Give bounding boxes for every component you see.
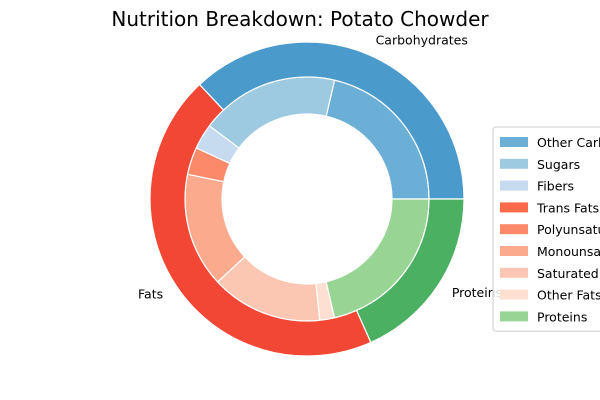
legend-label-saturated-fats: Saturated Fats [537,266,600,281]
legend-label-fibers: Fibers [537,179,574,194]
chart-title: Nutrition Breakdown: Potato Chowder [111,7,489,31]
legend-label-sugars: Sugars [537,157,580,172]
legend-swatch-sugars [500,158,528,169]
legend-label-proteins: Proteins [537,309,587,324]
legend-swatch-other-fats [500,289,528,300]
outer-label-carbohydrates: Carbohydrates [376,33,468,48]
legend-label-polyunsaturated-fats: Polyunsaturated Fats [537,222,600,237]
legend-swatch-fibers [500,180,528,191]
legend: Other Carbohydrates Sugars Fibers Trans Fat… [492,126,600,332]
legend-label-other-carbohydrates: Other Carbohydrates [537,135,600,150]
outer-slice-fats [149,83,372,357]
outer-labels: Carbohydrates Fats Proteins [138,33,502,302]
legend-swatch-saturated-fats [500,267,528,278]
legend-label-monounsaturated-fats: Monounsaturated Fats [537,244,600,259]
outer-slice-proteins [355,198,465,344]
inner-ring [184,76,430,322]
outer-ring [149,41,465,357]
outer-label-proteins: Proteins [452,285,502,300]
legend-swatch-trans-fats [500,202,528,213]
legend-swatch-other-carbohydrates [500,137,528,147]
outer-label-fats: Fats [138,287,163,302]
legend-label-trans-fats: Trans Fats [536,200,599,215]
legend-swatch-polyunsaturated-fats [500,224,528,235]
legend-swatch-proteins [500,311,528,322]
legend-swatch-monounsaturated-fats [500,246,528,256]
legend-frame [492,126,600,332]
legend-label-other-fats: Other Fats [537,288,600,303]
